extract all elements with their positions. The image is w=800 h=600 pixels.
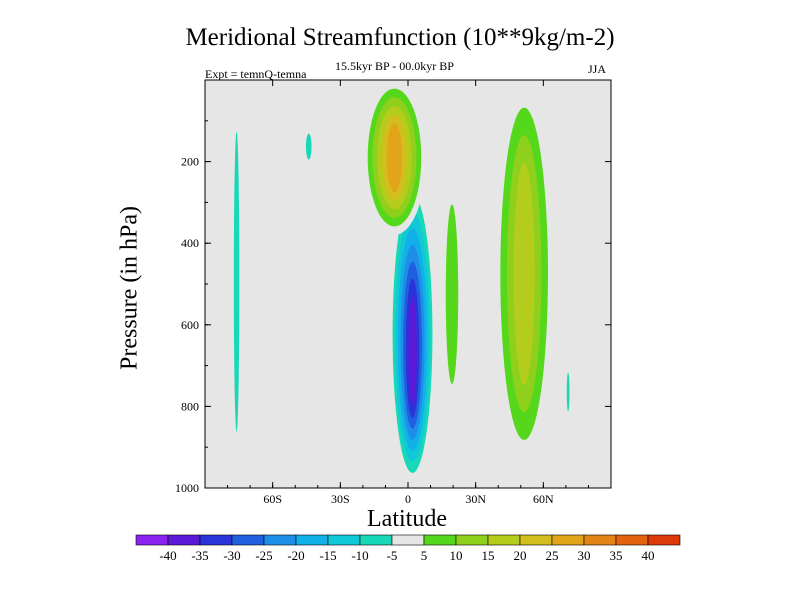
x-axis: 60S 30S 0 30N 60N	[204, 80, 612, 506]
cell-southern-small-negative	[304, 128, 314, 162]
cell-northern-midlatitude-positive	[493, 80, 555, 468]
cell-northern-small-negative-level	[566, 372, 570, 412]
y-axis: 200 400 600 800 1000	[175, 120, 611, 495]
cell-upper-tropical-positive-level	[386, 123, 403, 192]
x-tick-label: 60S	[263, 492, 282, 506]
colorbar-label: -25	[255, 548, 272, 563]
colorbar-label: 5	[421, 548, 428, 563]
colorbar-swatch	[487, 534, 521, 546]
cell-northern-subtropical-positive	[441, 182, 463, 407]
colorbar-swatch	[359, 534, 393, 546]
colorbar-label: -10	[351, 548, 368, 563]
cell-southern-lower-positive-level	[281, 349, 289, 407]
colorbar-label: 15	[482, 548, 495, 563]
colorbar-label: 30	[578, 548, 591, 563]
colorbar-label: 40	[642, 548, 655, 563]
colorbar-label: 10	[450, 548, 463, 563]
colorbar-swatch	[135, 534, 169, 546]
experiment-label: Expt = temnQ-temna	[205, 67, 307, 81]
x-tick-label: 30S	[331, 492, 350, 506]
colorbar-swatch	[615, 534, 649, 546]
cell-tropical-negative-level	[408, 295, 417, 407]
x-tick-label: 0	[405, 492, 411, 506]
cell-southern-polar-level	[233, 131, 240, 432]
colorbar-label: -40	[159, 548, 176, 563]
cell-southern-lower-positive	[281, 349, 289, 407]
colorbar-label: 25	[546, 548, 559, 563]
colorbar-label: -15	[319, 548, 336, 563]
colorbar: -40 -35 -30 -25 -20 -15 -10 -5 5 10 15 20 25 30 35 40	[135, 534, 681, 563]
colorbar-label: -20	[287, 548, 304, 563]
cell-southern-polar	[232, 80, 242, 456]
x-axis-label: Latitude	[367, 506, 447, 532]
cell-southern-strip-positive-level	[261, 88, 266, 187]
cell-southern-small-negative-level	[305, 133, 312, 160]
colorbar-swatch	[199, 534, 233, 546]
colorbar-label: -30	[223, 548, 240, 563]
season-label: JJA	[588, 62, 607, 76]
colorbar-swatch	[263, 534, 297, 546]
colorbar-swatch	[551, 534, 585, 546]
colorbar-swatch	[455, 534, 489, 546]
colorbar-swatch	[423, 534, 457, 546]
colorbar-swatch	[231, 534, 265, 546]
cell-upper-tropical-positive	[362, 80, 427, 236]
cell-southern-strip-positive	[261, 88, 266, 187]
contour-fields	[232, 80, 571, 484]
colorbar-label: -35	[191, 548, 208, 563]
cell-tropical-negative	[389, 177, 436, 484]
colorbar-label: -5	[387, 548, 398, 563]
colorbar-swatch	[327, 534, 361, 546]
colorbar-swatch	[583, 534, 617, 546]
colorbar-label: 20	[514, 548, 527, 563]
y-tick-label: 1000	[175, 481, 199, 495]
x-tick-label: 30N	[465, 492, 486, 506]
colorbar-swatch	[391, 534, 425, 546]
x-tick-label: 60N	[533, 492, 554, 506]
y-tick-label: 600	[181, 318, 199, 332]
colorbar-swatch	[519, 534, 553, 546]
chart-title: Meridional Streamfunction (10**9kg/m-2)	[185, 24, 615, 51]
y-tick-label: 400	[181, 236, 199, 250]
cell-northern-subtropical-positive-level	[445, 204, 459, 384]
colorbar-swatch	[295, 534, 329, 546]
y-tick-label: 800	[181, 399, 199, 413]
colorbar-swatch	[647, 534, 681, 546]
y-tick-label: 200	[181, 155, 199, 169]
cell-northern-small-negative	[565, 365, 571, 415]
chart-subtitle: 15.5kyr BP - 00.0kyr BP	[335, 59, 454, 73]
colorbar-swatch	[167, 534, 201, 546]
cell-northern-midlatitude-positive-level	[513, 163, 535, 385]
colorbar-label: 35	[610, 548, 623, 563]
